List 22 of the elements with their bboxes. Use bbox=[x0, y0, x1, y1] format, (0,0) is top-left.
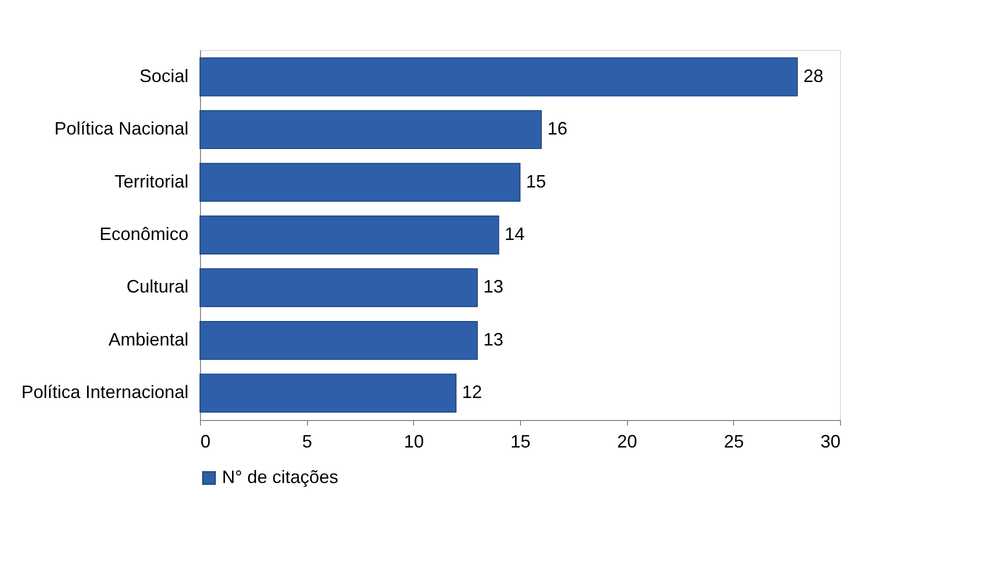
data-label: 16 bbox=[547, 118, 568, 139]
data-label: 13 bbox=[483, 276, 504, 297]
y-tick-label: Política Internacional bbox=[21, 382, 188, 402]
x-tick-label: 20 bbox=[617, 432, 638, 452]
y-tick-label: Social bbox=[139, 66, 188, 86]
data-label: 15 bbox=[526, 171, 546, 192]
y-tick-label: Ambiental bbox=[108, 329, 188, 350]
y-tick-label: Política Nacional bbox=[54, 118, 188, 139]
data-label: 28 bbox=[803, 66, 824, 86]
data-label: 14 bbox=[504, 224, 525, 244]
y-tick-label: Cultural bbox=[126, 276, 188, 297]
y-tick-label: Territorial bbox=[114, 171, 188, 192]
x-tick-label: 10 bbox=[404, 432, 424, 452]
x-tick-label: 25 bbox=[724, 432, 744, 452]
legend-label: N° de citações bbox=[222, 467, 338, 487]
data-label: 13 bbox=[483, 329, 504, 350]
x-tick-label: 0 bbox=[200, 432, 211, 452]
x-tick-label: 15 bbox=[510, 432, 531, 452]
x-tick-label: 5 bbox=[302, 432, 312, 452]
data-label: 12 bbox=[462, 382, 482, 402]
x-tick-label: 30 bbox=[820, 432, 840, 452]
y-tick-label: Econômico bbox=[99, 224, 188, 244]
